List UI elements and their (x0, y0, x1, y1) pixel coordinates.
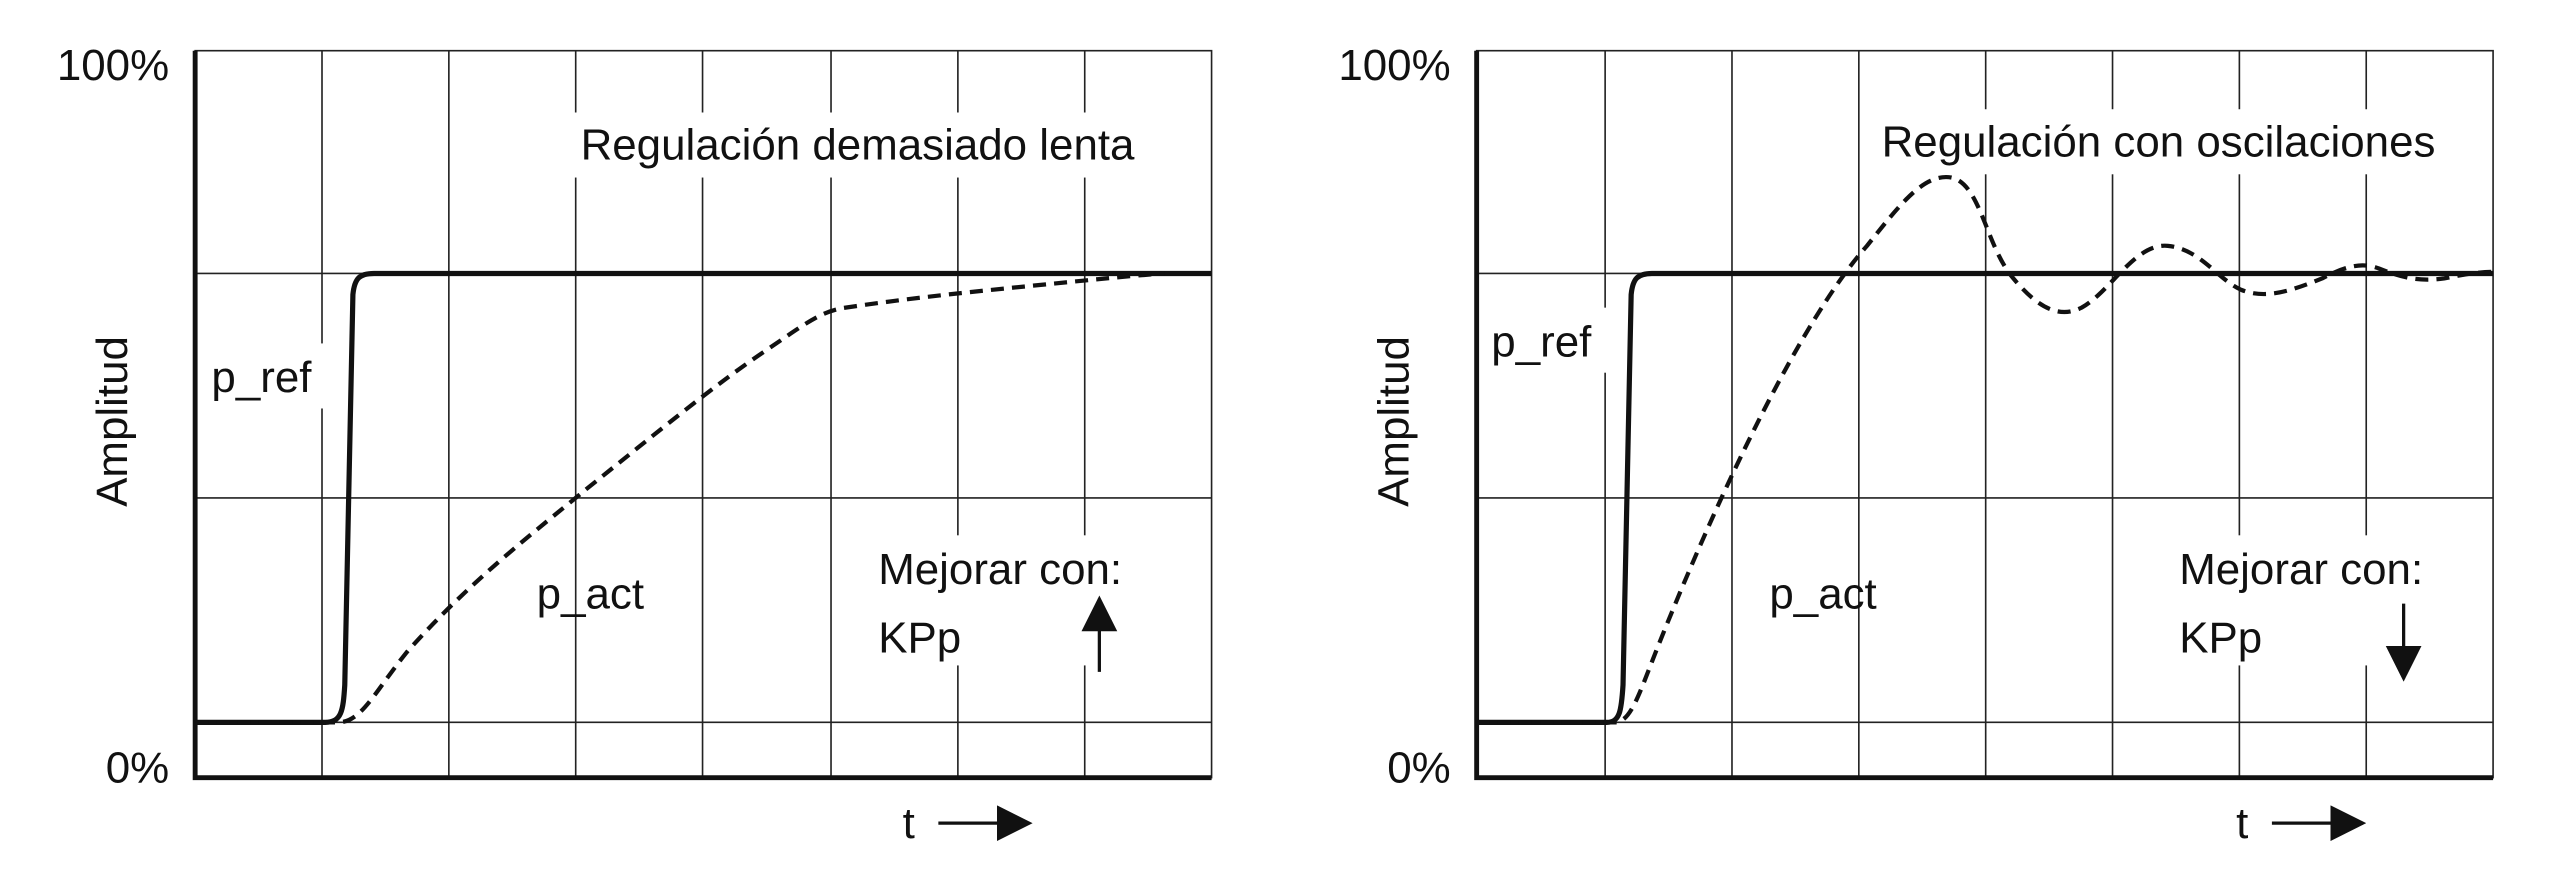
axes (1474, 50, 2494, 781)
label-bg (1484, 307, 1612, 373)
y-bottom-label: 0% (106, 744, 169, 793)
param: KPp (2179, 613, 2262, 662)
label-bg (203, 343, 331, 409)
act-curve (195, 271, 1165, 725)
y-top-label: 100% (57, 41, 169, 90)
x-axis-label: t (903, 799, 915, 848)
y-axis-label: Amplitud (1369, 336, 1418, 507)
y-axis-label: Amplitud (88, 336, 137, 507)
hint: Mejorar con: (878, 545, 1122, 594)
panel-right: 100% 0% Amplitud Regulación con oscilaci… (1338, 41, 2494, 848)
title-bg (569, 112, 1204, 178)
axes (192, 50, 1212, 781)
ref-label: p_ref (1491, 317, 1592, 366)
act-label: p_act (537, 570, 644, 619)
panel-left: 100% 0% Amplitud Regulación demasiado le… (57, 41, 1213, 848)
x-axis-label: t (2236, 799, 2248, 848)
panel-title: Regulación demasiado lenta (581, 121, 1135, 170)
ref-label: p_ref (211, 353, 312, 402)
hint-bg (2172, 535, 2458, 666)
y-top-label: 100% (1338, 41, 1450, 90)
act-label: p_act (1769, 570, 1876, 619)
title-bg (1870, 109, 2489, 175)
hint: Mejorar con: (2179, 545, 2423, 594)
y-bottom-label: 0% (1387, 744, 1450, 793)
panel-title: Regulación con oscilaciones (1882, 117, 2436, 166)
param: KPp (878, 613, 961, 662)
act-curve (1476, 175, 2494, 725)
